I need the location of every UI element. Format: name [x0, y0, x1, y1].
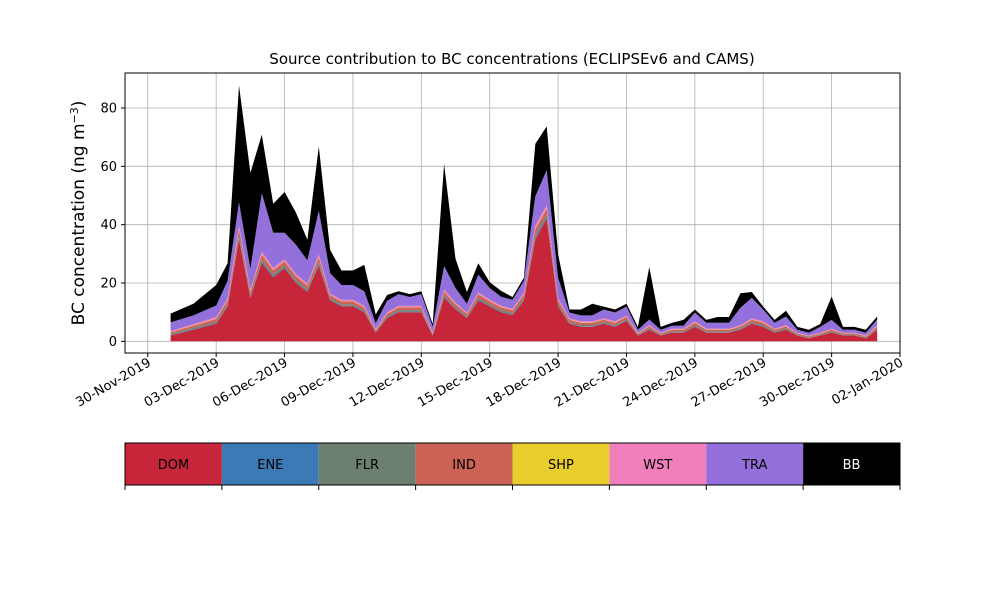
- chart-title: Source contribution to BC concentrations…: [269, 50, 754, 68]
- x-tick-label: 02-Jan-2020: [829, 355, 906, 408]
- y-axis-label-superscript: −3: [68, 107, 81, 123]
- legend-swatch-ind: [415, 443, 513, 485]
- x-tick-label: 06-Dec-2019: [210, 355, 290, 410]
- stacked-areas: [170, 85, 878, 342]
- y-tick-label: 60: [100, 160, 117, 175]
- x-tick-label: 12-Dec-2019: [347, 355, 427, 410]
- x-tick-label: 27-Dec-2019: [689, 355, 769, 410]
- legend-label-dom: DOM: [158, 458, 189, 473]
- source-colorbar-legend: DOM ENE FLR IND SHP WST TRA BB: [124, 442, 901, 490]
- y-tick-label: 40: [100, 218, 117, 233]
- legend-swatch-flr: [318, 443, 416, 485]
- y-tick-label: 80: [100, 102, 117, 117]
- x-tick-label: 18-Dec-2019: [484, 355, 564, 410]
- legend-label-bb: BB: [843, 458, 861, 473]
- y-axis-label: BC concentration (ng m−3): [68, 101, 90, 326]
- area-tra: [170, 170, 878, 336]
- y-tick-label: 20: [100, 277, 117, 292]
- x-tick-label: 30-Nov-2019: [74, 355, 154, 410]
- x-tick-label: 03-Dec-2019: [142, 355, 222, 410]
- legend-swatch-bb: [803, 443, 900, 485]
- x-tick-label: 15-Dec-2019: [415, 355, 495, 410]
- legend-label-wst: WST: [643, 458, 672, 473]
- legend-label-shp: SHP: [548, 458, 574, 473]
- area-bb: [170, 85, 878, 333]
- x-tick-label: 09-Dec-2019: [279, 355, 359, 410]
- area-dom: [170, 218, 878, 342]
- legend-label-flr: FLR: [355, 458, 379, 473]
- plot-frame: [124, 72, 901, 354]
- legend-swatch-wst: [609, 443, 707, 485]
- legend-label-tra: TRA: [741, 458, 767, 473]
- y-axis-label-close: ): [69, 101, 89, 108]
- y-tick-label: 0: [109, 335, 117, 350]
- legend-label-ene: ENE: [257, 458, 283, 473]
- legend-label-ind: IND: [452, 458, 476, 473]
- y-axis-label-main: BC concentration (ng m: [69, 123, 89, 325]
- legend-swatch-ene: [221, 443, 319, 485]
- legend-swatch-shp: [512, 443, 610, 485]
- y-axis: 0 20 40 60 80: [100, 102, 125, 350]
- x-tick-label: 30-Dec-2019: [757, 355, 837, 410]
- legend-swatch-dom: [125, 443, 222, 485]
- x-axis: 30-Nov-201903-Dec-201906-Dec-201909-Dec-…: [74, 353, 906, 411]
- legend-swatch-tra: [706, 443, 804, 485]
- x-tick-label: 21-Dec-2019: [552, 355, 632, 410]
- x-tick-label: 24-Dec-2019: [620, 355, 700, 410]
